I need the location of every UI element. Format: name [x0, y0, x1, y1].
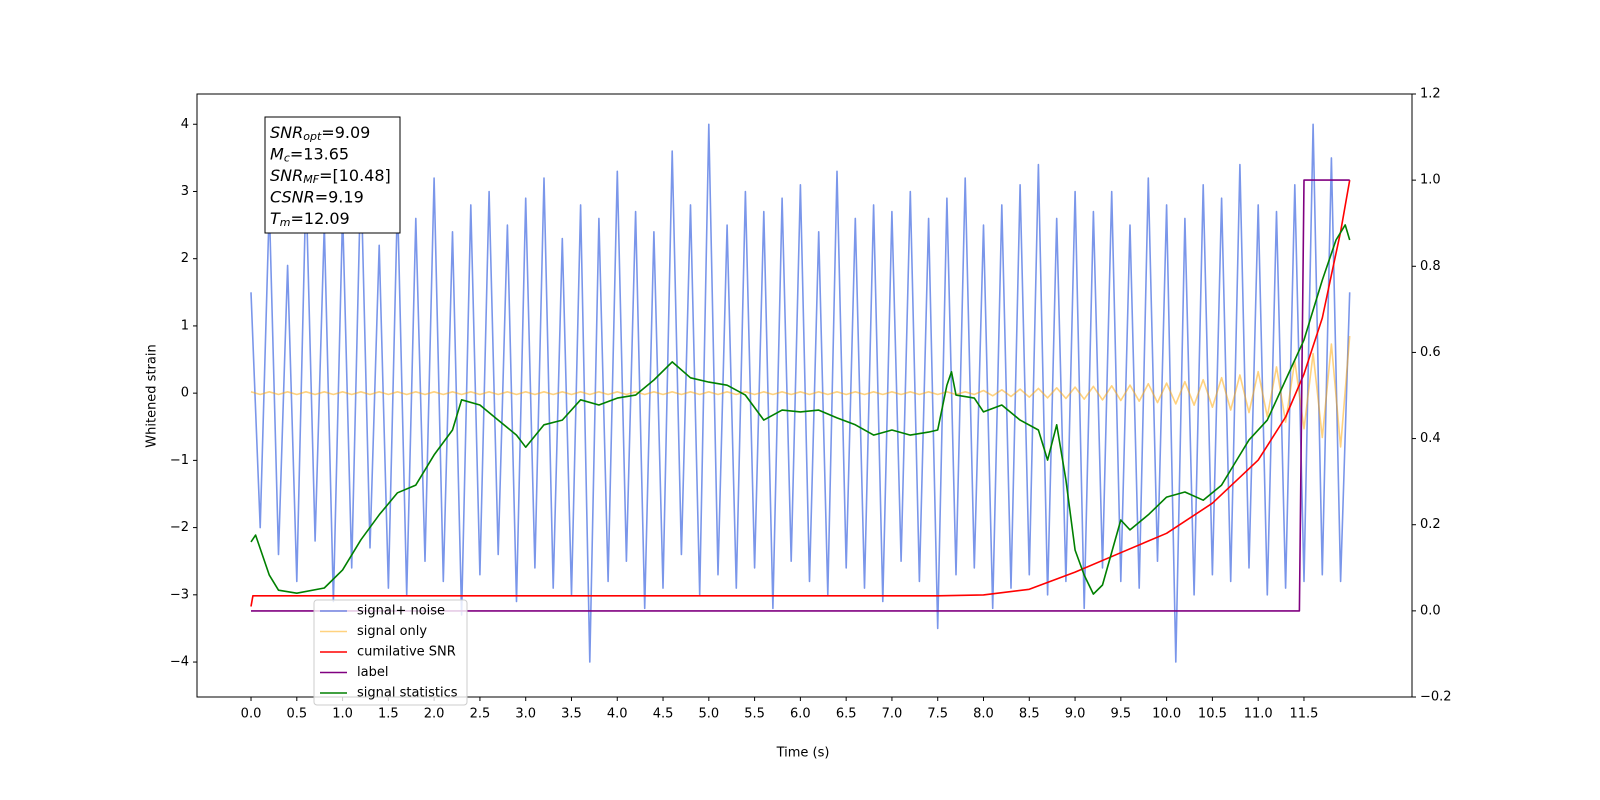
annotation-symbol: M [270, 144, 284, 163]
x-tick-label: 6.0 [790, 707, 811, 722]
y-tick-label: 3 [181, 184, 189, 199]
x-tick-label: 1.0 [332, 707, 353, 722]
y2-tick-label: 0.4 [1420, 431, 1441, 446]
y-tick-label: −4 [170, 655, 189, 670]
y2-tick-label: 0.0 [1420, 603, 1441, 618]
x-tick-label: 0.0 [241, 707, 262, 722]
x-tick-label: 11.5 [1289, 707, 1318, 722]
y-tick-label: −1 [170, 453, 189, 468]
annotation-subscript: opt [303, 130, 322, 143]
legend-label: cumilative SNR [357, 645, 456, 660]
annotation: Mc=13.65 [270, 144, 349, 165]
annotation-value: =[10.48] [319, 166, 391, 185]
legend-label: signal+ noise [357, 604, 445, 619]
y2-tick-label: 1.0 [1420, 173, 1441, 188]
x-tick-label: 3.5 [561, 707, 582, 722]
legend-box [313, 599, 468, 706]
x-tick-label: 11.0 [1244, 707, 1273, 722]
x-tick-label: 5.0 [698, 707, 719, 722]
x-tick-label: 5.5 [744, 707, 765, 722]
annotation: SNRopt=9.09 [270, 123, 370, 144]
x-tick-label: 10.5 [1198, 707, 1227, 722]
x-tick-label: 7.5 [927, 707, 948, 722]
x-tick-label: 10.0 [1152, 707, 1181, 722]
y2-tick-label: 0.8 [1420, 259, 1441, 274]
y-tick-label: 2 [181, 251, 189, 266]
y-tick-label: 1 [181, 318, 189, 333]
x-tick-label: 9.5 [1110, 707, 1131, 722]
x-tick-label: 4.0 [607, 707, 628, 722]
plot-frame [196, 93, 1413, 698]
annotation: Tm=12.09 [270, 209, 350, 230]
series-line [250, 179, 1351, 607]
annotation-box [264, 116, 401, 234]
legend-label: label [357, 665, 388, 680]
y2-tick-label: 0.2 [1420, 517, 1441, 532]
annotation-symbol: SNR [270, 166, 303, 185]
annotation-subscript: MF [303, 173, 319, 186]
annotation: CSNR=9.19 [270, 187, 364, 206]
annotation: SNRMF=[10.48] [270, 166, 391, 187]
y-tick-label: −2 [170, 520, 189, 535]
y-tick-label: 0 [181, 386, 189, 401]
x-tick-label: 9.0 [1065, 707, 1086, 722]
x-tick-label: 4.5 [653, 707, 674, 722]
y2-tick-label: 0.6 [1420, 345, 1441, 360]
y-axis-label: Whitened strain [145, 344, 160, 447]
series-line [250, 335, 1351, 448]
x-tick-label: 8.5 [1019, 707, 1040, 722]
legend-label: signal only [357, 624, 427, 639]
plot-area [250, 123, 1351, 663]
annotation-value: =13.65 [290, 144, 349, 163]
annotation-symbol: T [270, 209, 281, 228]
y2-tick-label: 1.2 [1420, 87, 1441, 102]
x-axis-label: Time (s) [776, 746, 830, 761]
annotation-subscript: m [280, 216, 291, 229]
x-tick-label: 6.5 [836, 707, 857, 722]
x-tick-label: 2.0 [424, 707, 445, 722]
legend-label: signal statistics [357, 686, 458, 701]
x-tick-label: 8.0 [973, 707, 994, 722]
x-tick-label: 2.5 [470, 707, 491, 722]
x-tick-label: 3.0 [515, 707, 536, 722]
y2-tick-label: −0.2 [1420, 690, 1452, 705]
annotation-value: =9.09 [321, 123, 370, 142]
annotation-value: =9.19 [315, 187, 364, 206]
y-tick-label: 4 [181, 117, 189, 132]
annotation-subscript: c [284, 152, 290, 165]
x-tick-label: 1.5 [378, 707, 399, 722]
series-line [250, 224, 1351, 595]
series-line [250, 123, 1351, 663]
annotation-value: =12.09 [291, 209, 350, 228]
x-tick-label: 7.0 [882, 707, 903, 722]
x-tick-label: 0.5 [286, 707, 307, 722]
annotation-symbol: SNR [270, 123, 303, 142]
y-tick-label: −3 [170, 587, 189, 602]
series-line [251, 179, 1350, 612]
annotation-symbol: CSNR [270, 187, 315, 206]
